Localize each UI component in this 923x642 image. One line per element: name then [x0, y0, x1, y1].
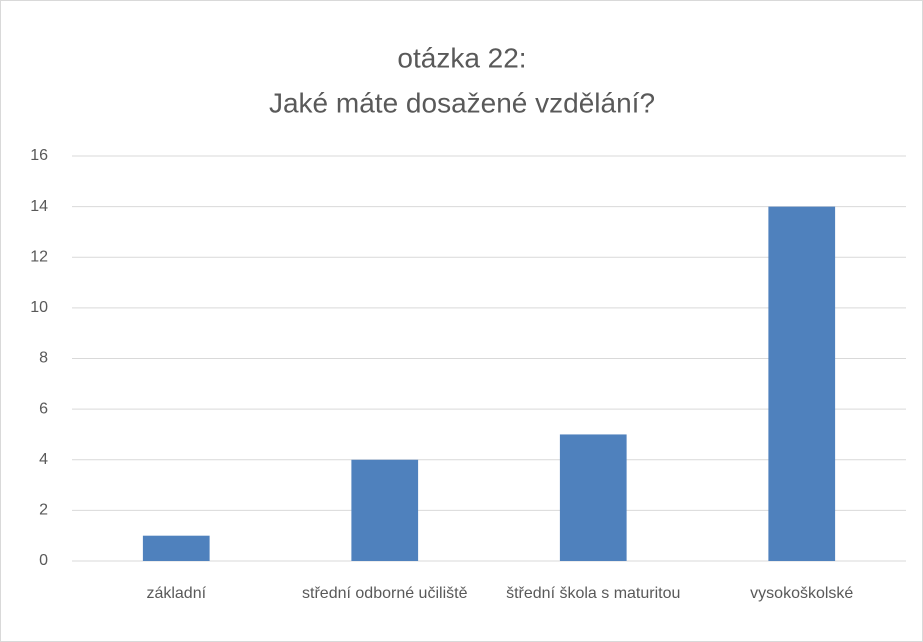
bar — [768, 206, 836, 561]
x-tick-label: základní — [146, 585, 207, 602]
y-tick-label: 14 — [30, 198, 48, 215]
y-tick-label: 8 — [39, 350, 48, 367]
y-tick-label: 6 — [39, 400, 48, 417]
x-tick-label: střední odborné učiliště — [302, 585, 468, 602]
chart-title: Jaké máte dosažené vzdělání? — [269, 87, 655, 118]
y-tick-label: 16 — [30, 147, 48, 164]
x-tick-label: vysokoškolské — [750, 585, 854, 602]
y-tick-label: 2 — [39, 502, 48, 519]
bar — [351, 459, 419, 561]
x-tick-label: štřední škola s maturitou — [506, 585, 681, 602]
y-tick-label: 12 — [30, 248, 48, 265]
bar — [142, 535, 210, 561]
bar — [559, 434, 627, 561]
chart-title: otázka 22: — [397, 42, 526, 73]
y-tick-label: 0 — [39, 552, 48, 569]
y-tick-label: 10 — [30, 299, 48, 316]
y-tick-label: 4 — [39, 451, 48, 468]
